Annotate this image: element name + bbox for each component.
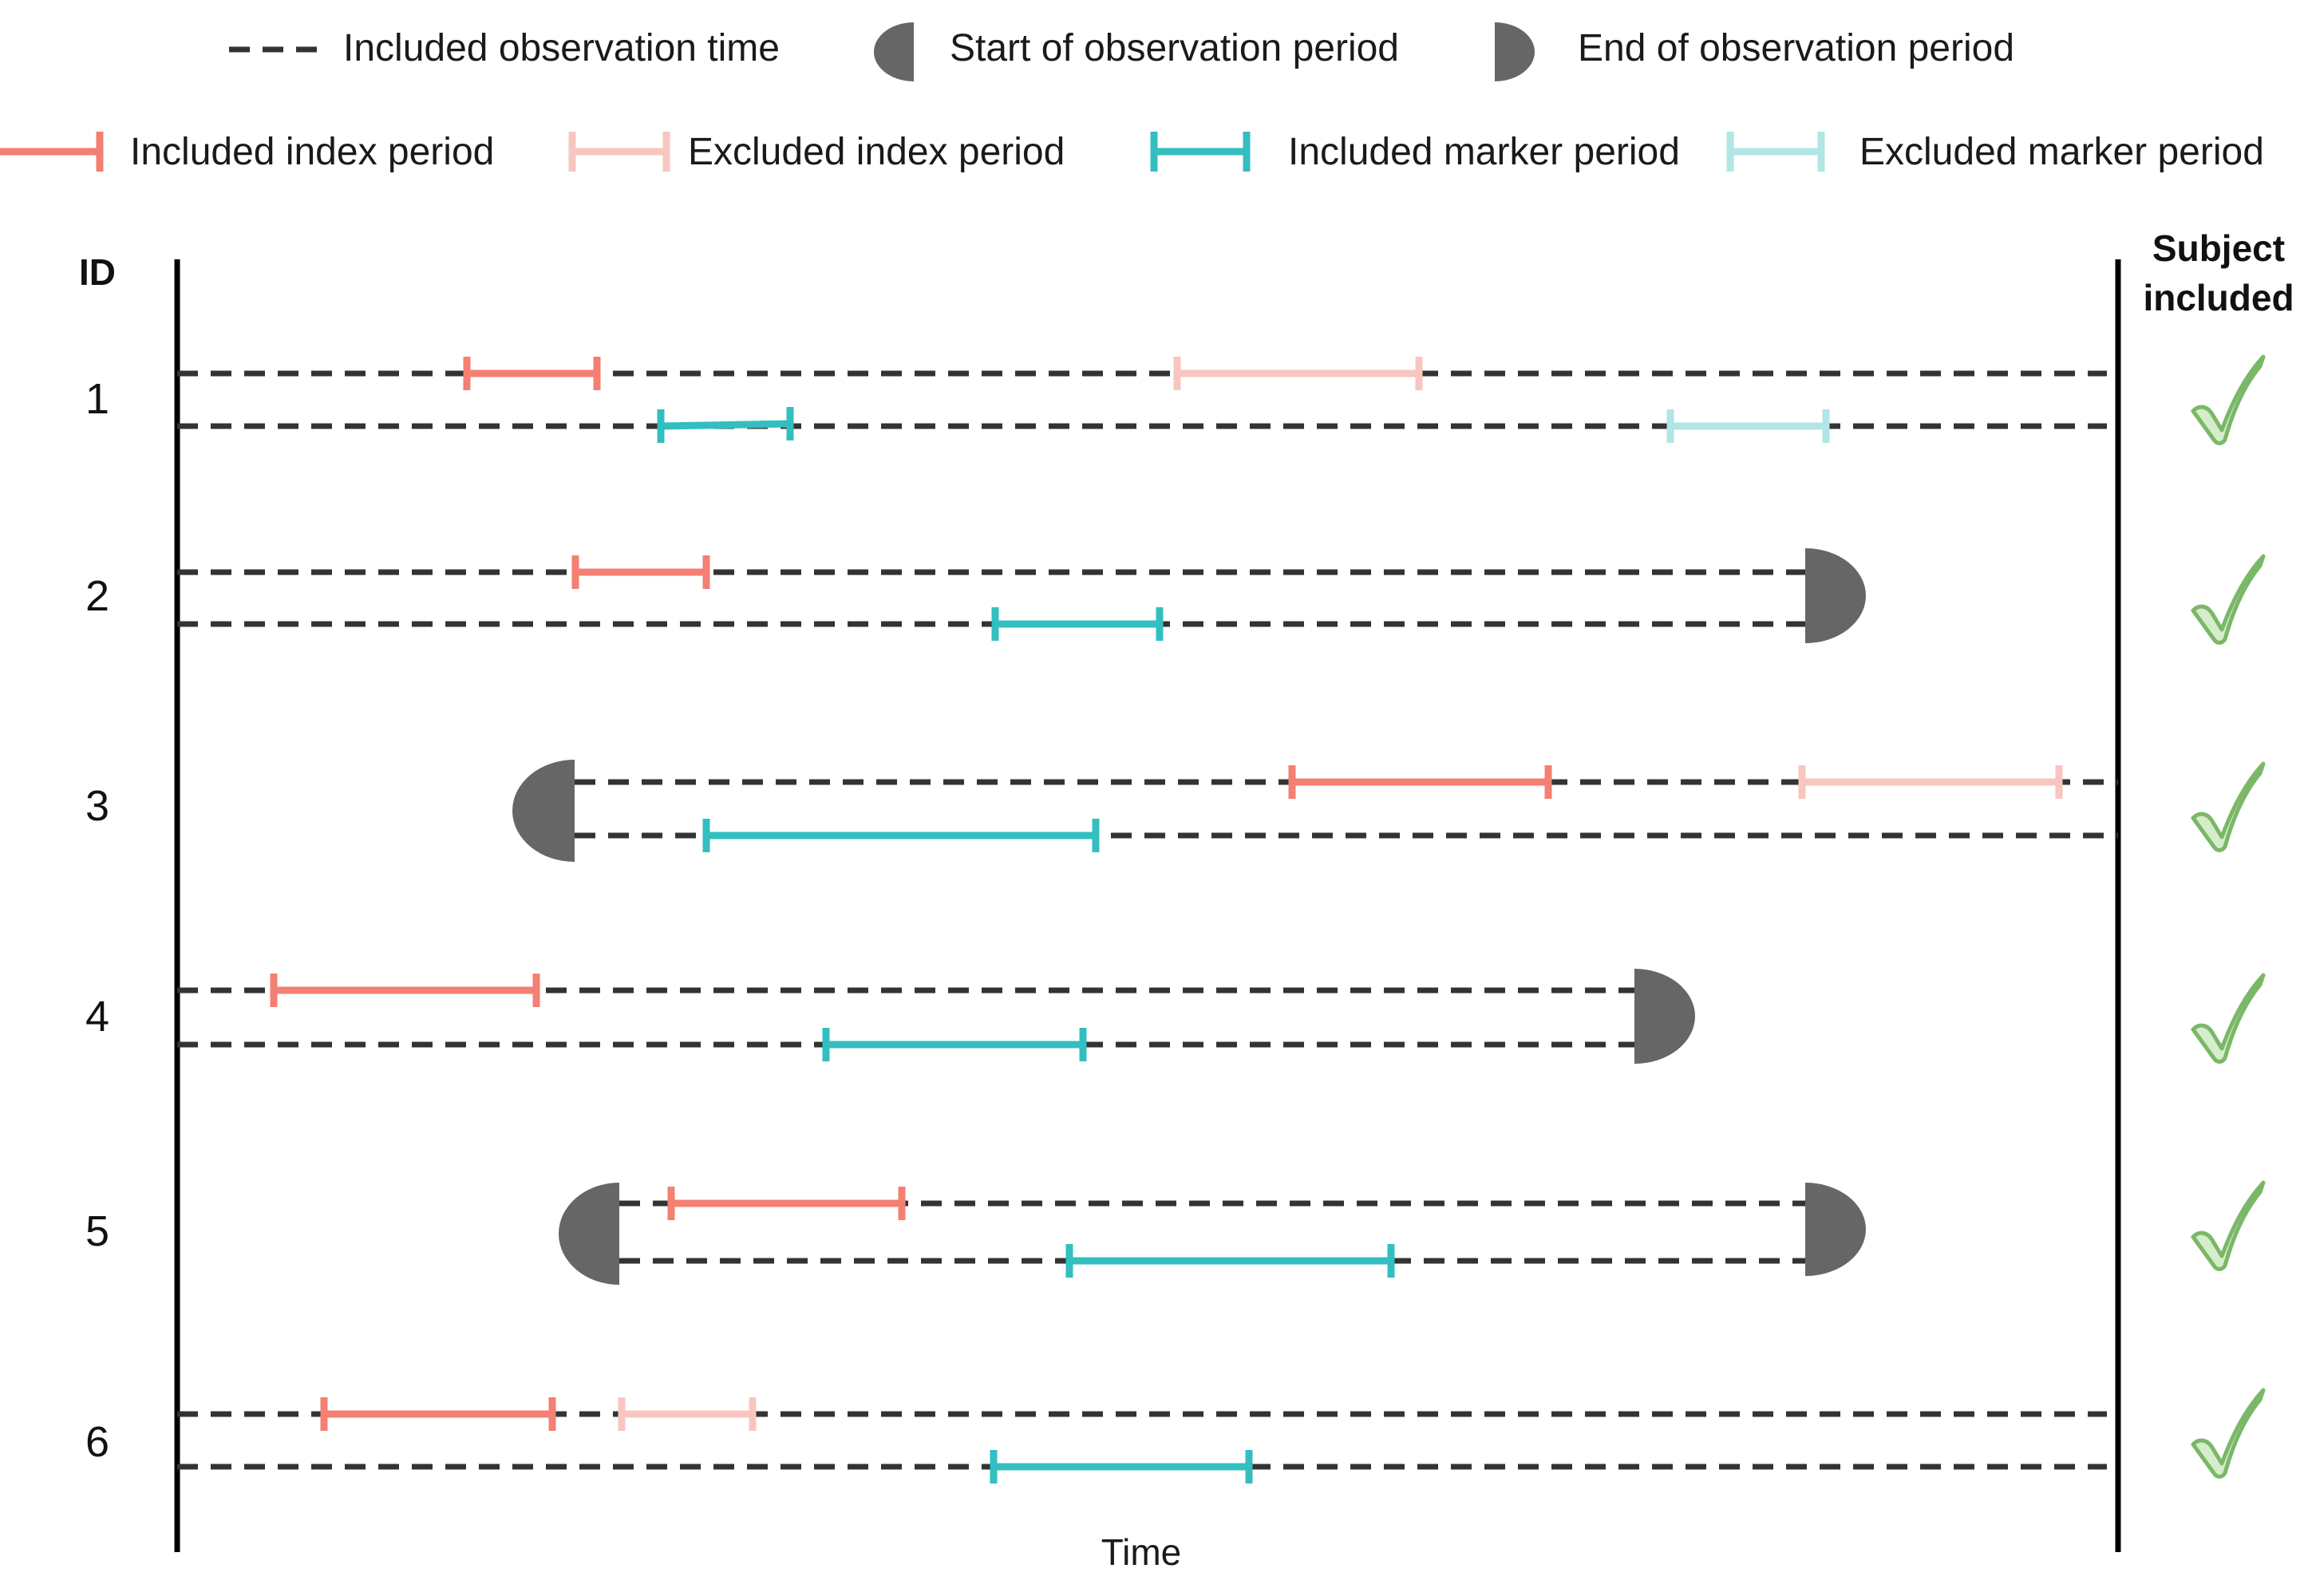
time-axis-label: Time [1101, 1531, 1182, 1573]
half-disc-right-icon [1495, 22, 1535, 81]
legend-included-marker-swatch [1150, 132, 1251, 172]
id-header: ID [79, 251, 116, 293]
subject-id-4: 4 [85, 993, 109, 1041]
legend-excluded-index-swatch [568, 132, 670, 172]
observation-period-caps [512, 548, 1866, 1285]
legend-included-marker-label: Included marker period [1288, 131, 1680, 173]
checkmark-icon [2193, 975, 2263, 1062]
subject-included-checks [2193, 357, 2263, 1477]
end-period-cap-subject-4 [1634, 969, 1695, 1064]
subject-id-2: 2 [85, 572, 109, 620]
subject-6-included-marker-period [990, 1450, 1253, 1483]
subject-5-included-index-period [667, 1187, 906, 1220]
checkmark-icon [2193, 764, 2263, 851]
subject-1-excluded-index-period [1173, 357, 1423, 390]
legend-end-label: End of observation period [1578, 27, 2014, 69]
subject-1-included-marker-period [657, 407, 794, 443]
subject-2-included-index-period [571, 555, 710, 589]
legend-row-2: Included index period Excluded index per… [0, 131, 2264, 173]
subject-3-included-marker-period [702, 819, 1100, 852]
legend-excluded-index-label: Excluded index period [688, 131, 1065, 173]
legend-excluded-marker-swatch [1726, 132, 1825, 172]
checkmark-icon [2193, 556, 2263, 643]
subject-3-included-index-period [1288, 765, 1552, 799]
subject-4-included-index-period [270, 974, 540, 1007]
subject-1-included-index-period [463, 357, 601, 390]
subject-included-header-line2: included [2143, 277, 2294, 318]
subject-5-included-marker-period [1065, 1244, 1395, 1278]
legend-excluded-marker-label: Excluded marker period [1859, 131, 2264, 173]
checkmark-icon [2193, 1183, 2263, 1270]
subject-3-excluded-index-period [1798, 765, 2063, 799]
legend-start-label: Start of observation period [950, 27, 1399, 69]
end-period-cap-subject-2 [1805, 548, 1866, 643]
subject-2-included-marker-period [991, 607, 1164, 641]
subject-id-3: 3 [85, 782, 109, 830]
legend-included-index-swatch [0, 132, 104, 172]
subject-6-excluded-index-period [618, 1397, 757, 1431]
start-period-cap-subject-3 [512, 760, 575, 862]
observation-lines [177, 370, 2118, 1470]
subject-id-6: 6 [85, 1418, 109, 1466]
checkmark-icon [2193, 357, 2263, 444]
subject-id-1: 1 [85, 375, 109, 423]
subject-included-header-line1: Subject [2152, 227, 2285, 269]
start-period-cap-subject-5 [559, 1183, 619, 1285]
legend-observation-label: Included observation time [343, 27, 780, 69]
end-period-cap-subject-5 [1805, 1183, 1866, 1276]
half-disc-left-icon [874, 22, 914, 81]
subject-6-included-index-period [320, 1397, 556, 1431]
legend-row-1: Included observation time Start of obser… [229, 22, 2014, 81]
subject-id-5: 5 [85, 1207, 109, 1255]
subject-1-excluded-marker-period [1666, 409, 1830, 443]
period-segments [270, 357, 2063, 1483]
checkmark-icon [2193, 1390, 2263, 1477]
legend-included-index-label: Included index period [130, 131, 494, 173]
subject-4-included-marker-period [822, 1028, 1087, 1061]
